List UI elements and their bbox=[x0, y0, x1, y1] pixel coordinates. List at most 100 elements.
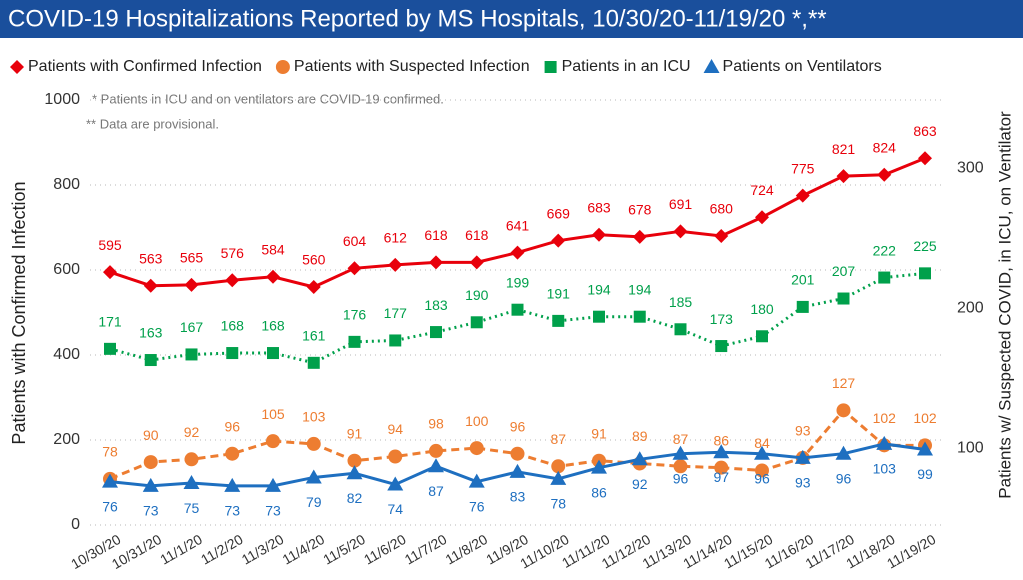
marker bbox=[183, 475, 200, 490]
data-label: 618 bbox=[424, 227, 448, 243]
data-label: 103 bbox=[873, 461, 897, 477]
marker bbox=[714, 460, 729, 475]
marker bbox=[346, 465, 363, 480]
data-label: 173 bbox=[710, 311, 734, 327]
marker bbox=[715, 340, 728, 353]
data-label: 96 bbox=[754, 470, 770, 486]
data-label: 691 bbox=[669, 196, 693, 212]
data-label: 91 bbox=[347, 425, 363, 441]
y-tick-label: 800 bbox=[53, 176, 80, 193]
data-label: 76 bbox=[102, 498, 118, 514]
marker bbox=[265, 477, 281, 492]
data-label: 91 bbox=[591, 425, 607, 441]
marker bbox=[226, 347, 239, 360]
data-label: 87 bbox=[550, 431, 566, 447]
title-bar bbox=[0, 0, 1023, 38]
data-label: 180 bbox=[750, 301, 774, 317]
data-label: 163 bbox=[139, 325, 163, 341]
annotation: * Patients in ICU and on ventilators are… bbox=[92, 91, 444, 106]
data-label: 127 bbox=[832, 375, 856, 391]
data-label: 93 bbox=[795, 475, 811, 491]
marker bbox=[754, 445, 770, 460]
marker bbox=[142, 477, 159, 492]
marker bbox=[388, 449, 403, 464]
data-label: 207 bbox=[832, 263, 856, 279]
data-label: 669 bbox=[547, 205, 571, 221]
marker bbox=[224, 477, 241, 492]
marker bbox=[755, 463, 769, 478]
annotation: ** Data are provisional. bbox=[86, 116, 219, 131]
legend-label: Patients with Confirmed Infection bbox=[28, 58, 262, 75]
marker bbox=[470, 316, 483, 329]
marker bbox=[917, 441, 933, 456]
marker bbox=[510, 446, 525, 461]
data-label: 563 bbox=[139, 250, 163, 266]
legend-label: Patients in an ICU bbox=[562, 58, 691, 75]
x-tick-label: 11/2/20 bbox=[198, 531, 246, 568]
marker bbox=[225, 446, 240, 461]
data-label: 618 bbox=[465, 227, 489, 243]
marker bbox=[469, 441, 484, 456]
data-label: 161 bbox=[302, 328, 326, 344]
data-label: 97 bbox=[713, 469, 729, 485]
marker bbox=[835, 445, 852, 460]
marker bbox=[714, 229, 729, 243]
data-label: 87 bbox=[673, 431, 689, 447]
data-label: 90 bbox=[143, 427, 159, 443]
data-label: 99 bbox=[917, 466, 933, 482]
marker bbox=[388, 257, 403, 272]
y-tick-label: 200 bbox=[53, 431, 80, 448]
data-label: 576 bbox=[221, 245, 245, 261]
marker bbox=[632, 229, 647, 244]
marker bbox=[551, 459, 566, 474]
marker bbox=[713, 444, 730, 459]
marker bbox=[756, 330, 768, 343]
data-label: 641 bbox=[506, 217, 530, 233]
y2-tick-label: 200 bbox=[957, 300, 984, 317]
data-label: 595 bbox=[98, 237, 122, 253]
marker bbox=[307, 356, 320, 369]
data-label: 82 bbox=[347, 490, 363, 506]
data-label: 73 bbox=[265, 503, 281, 519]
data-label: 76 bbox=[469, 498, 485, 514]
data-label: 683 bbox=[587, 199, 611, 215]
marker bbox=[674, 323, 687, 336]
y-tick-label: 400 bbox=[53, 346, 80, 363]
marker bbox=[876, 435, 893, 450]
data-label: 79 bbox=[306, 494, 322, 510]
marker bbox=[837, 292, 850, 305]
data-label: 201 bbox=[791, 272, 815, 288]
marker bbox=[511, 303, 524, 316]
marker bbox=[347, 261, 362, 276]
marker bbox=[673, 224, 688, 239]
data-label: 93 bbox=[795, 423, 811, 439]
marker bbox=[796, 300, 809, 313]
legend-label: Patients on Ventilators bbox=[723, 58, 882, 75]
data-label: 168 bbox=[261, 318, 285, 334]
marker bbox=[103, 265, 117, 280]
data-label: 96 bbox=[673, 470, 689, 486]
legend-marker bbox=[10, 60, 24, 74]
marker bbox=[795, 188, 810, 203]
x-tick-label: 11/1/20 bbox=[157, 531, 205, 568]
marker bbox=[593, 310, 605, 323]
data-label: 74 bbox=[387, 501, 403, 517]
data-label: 100 bbox=[465, 413, 489, 429]
marker bbox=[184, 277, 199, 292]
data-label: 191 bbox=[547, 286, 571, 302]
marker bbox=[918, 151, 932, 166]
data-label: 185 bbox=[669, 294, 693, 310]
data-label: 103 bbox=[302, 409, 326, 425]
data-label: 167 bbox=[180, 319, 204, 335]
data-label: 171 bbox=[98, 314, 122, 330]
data-label: 560 bbox=[302, 252, 326, 268]
marker bbox=[348, 335, 361, 348]
marker bbox=[836, 403, 851, 418]
data-label: 199 bbox=[506, 274, 530, 290]
legend-marker bbox=[275, 60, 290, 74]
data-label: 190 bbox=[465, 287, 489, 303]
marker bbox=[387, 476, 404, 491]
data-label: 86 bbox=[713, 432, 729, 448]
marker bbox=[633, 310, 646, 323]
